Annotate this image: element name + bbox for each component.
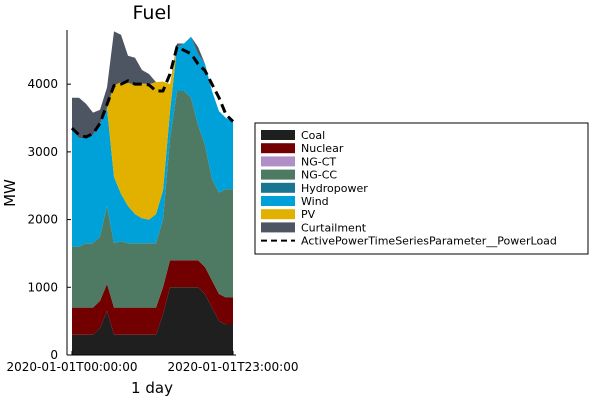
legend-box [254,122,589,255]
y-tick-label: 4000 [27,77,58,91]
legend-label-ng-cc: NG-CC [301,169,337,182]
legend-label-hydropower: Hydropower [301,182,368,195]
area-nuclear [72,260,233,335]
y-ticks: 0 1000 2000 3000 4000 [27,77,71,362]
y-tick-label: 1000 [27,280,58,294]
legend-label-curtailment: Curtailment [301,221,367,234]
y-axis-label: MW [1,179,19,207]
legend-swatch-coal [261,130,295,140]
plot-load-line [70,45,235,139]
area-coal [72,287,233,355]
y-tick-label: 2000 [27,213,58,227]
area-pv [72,36,233,220]
legend-swatch-nuclear [261,143,295,154]
legend-label-coal: Coal [301,129,325,142]
legend-swatch-curtailment [261,222,295,233]
plot-areas [72,31,233,355]
legend-label-nuclear: Nuclear [301,142,344,155]
area-curtailment [72,31,233,139]
x-tick-label: 2020-01-01T00:00:00 [7,360,138,374]
load-line [70,45,235,139]
chart-title: Fuel [133,2,172,24]
x-axis-label: 1 day [131,379,173,397]
y-tick-label: 3000 [27,145,58,159]
legend-swatch-wind [261,196,295,206]
legend-items: CoalNuclearNG-CTNG-CCHydropowerWindPVCur… [261,129,557,248]
y-tick-label: 0 [50,348,58,362]
legend-swatch-ng-cc [261,169,295,180]
x-ticks: 2020-01-01T00:00:00 2020-01-01T23:00:00 [7,351,299,374]
legend-swatch-pv [261,209,295,220]
legend-label-wind: Wind [301,195,329,208]
legend-label-pv: PV [301,208,316,221]
x-tick-label: 2020-01-01T23:00:00 [168,360,299,374]
legend-label-activepowertimeseriesparameter-powerload: ActivePowerTimeSeriesParameter__PowerLoa… [301,235,557,248]
legend: CoalNuclearNG-CTNG-CCHydropowerWindPVCur… [254,122,589,255]
area-wind [72,36,233,247]
area-ng-cc [72,90,233,308]
legend-swatch-hydropower [261,182,295,193]
legend-label-ng-ct: NG-CT [301,155,336,168]
legend-swatch-ng-ct [261,156,295,167]
